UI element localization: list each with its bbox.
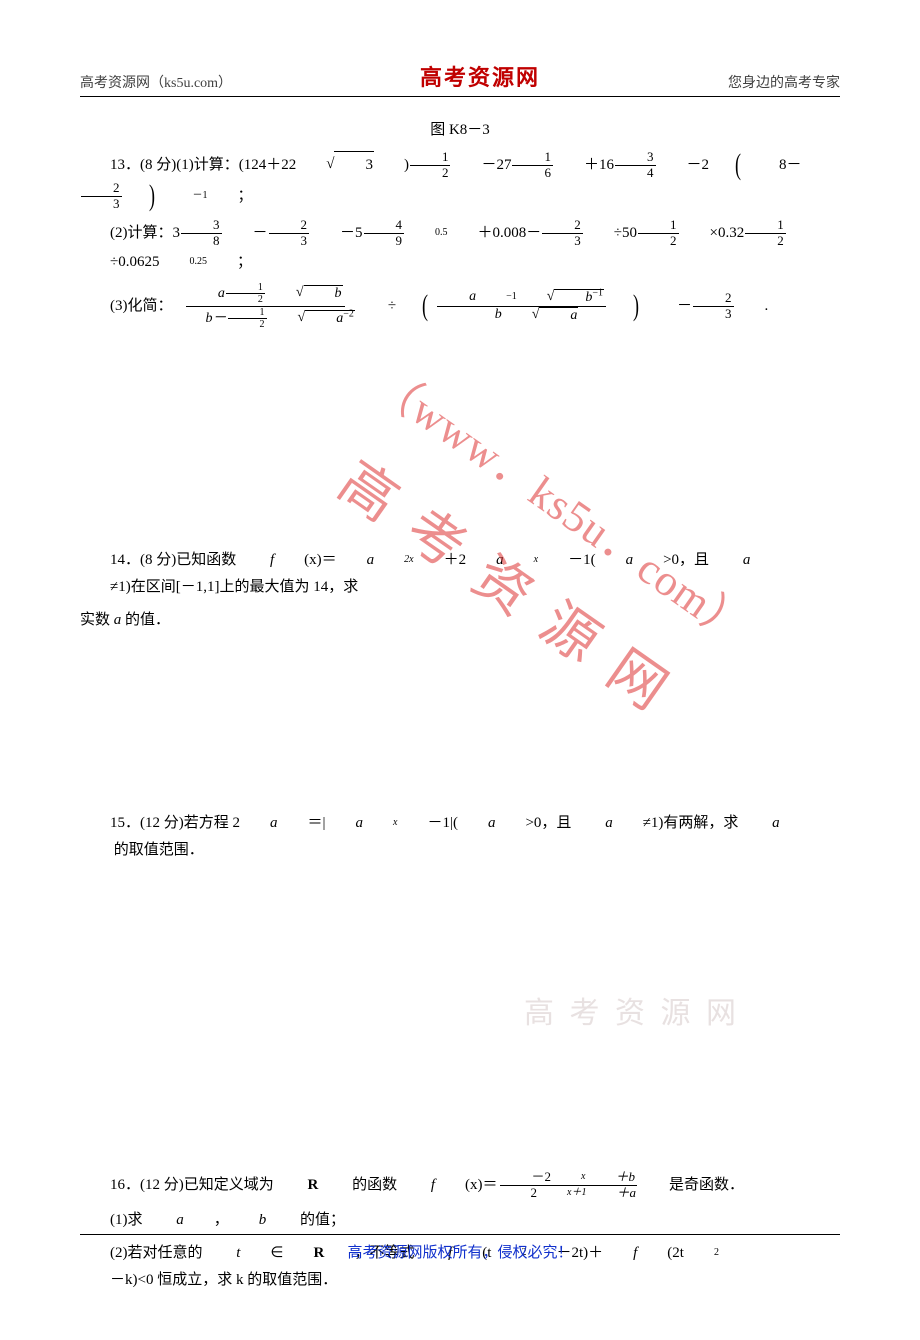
page-footer: 高考资源网版权所有，侵权必究！	[80, 1234, 840, 1262]
header-center: 高考资源网	[420, 60, 540, 92]
watermark-faded: 高 考 资 源 网	[524, 987, 740, 1041]
frac: 12	[410, 150, 451, 181]
problem-14: 14．(8 分)已知函数 f (x)＝ a2x ＋2 ax －1( a >0，且…	[80, 547, 840, 601]
p13-lead: 13．(8 分)(1)计算：(124＋22	[80, 152, 296, 179]
sqrt-icon: √3	[296, 151, 374, 179]
problem-14-line2: 实数 a 的值．	[80, 607, 840, 634]
content: 图 K8－3 13．(8 分)(1)计算：(124＋22 √3 ) 12 －27…	[80, 117, 840, 1294]
header-right: 您身边的高考专家	[728, 72, 840, 92]
figure-label: 图 K8－3	[80, 117, 840, 144]
right-paren-icon: )	[131, 184, 155, 208]
problem-13-2: (2)计算：3 38 － 23 －5 49 0.5 ＋0.008－ 23 ÷50…	[80, 218, 840, 276]
problem-16-sub1: (1)求 a ， b 的值；	[80, 1207, 840, 1234]
problem-13-1: 13．(8 分)(1)计算：(124＋22 √3 ) 12 －27 16 ＋16…	[80, 150, 840, 212]
left-paren-icon: (	[717, 153, 741, 177]
problem-15: 15．(12 分)若方程 2 a ＝| ax －1|( a >0，且 a ≠1)…	[80, 810, 840, 864]
page-header: 高考资源网（ks5u.com） 高考资源网 您身边的高考专家	[80, 60, 840, 97]
big-frac: a 12 √b b－ 12 √a−2	[174, 282, 357, 331]
header-left: 高考资源网（ks5u.com）	[80, 72, 232, 92]
problem-13-3: (3)化简： a 12 √b b－ 12 √a−2 ÷ ( a−1 √b−1	[80, 282, 840, 331]
problem-16: 16．(12 分)已知定义域为 R 的函数 f (x)＝ －2x＋b 2x＋1＋…	[80, 1170, 840, 1201]
